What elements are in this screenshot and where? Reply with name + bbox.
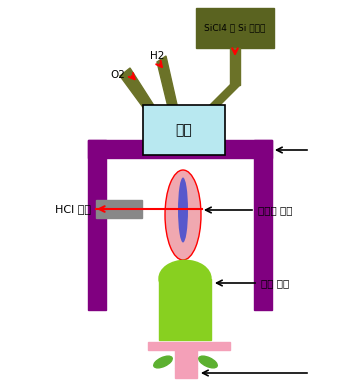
Ellipse shape [199, 356, 217, 368]
Text: SiCl4 및 Si 화합물: SiCl4 및 Si 화합물 [204, 24, 266, 33]
Text: 산수소 화염: 산수소 화염 [258, 205, 292, 215]
Bar [88, 140, 272, 158]
Polygon shape [157, 56, 185, 140]
Bar [96, 200, 142, 218]
Text: 버너: 버너 [176, 123, 192, 137]
Bar [175, 368, 197, 378]
Ellipse shape [165, 170, 201, 260]
Bar [196, 8, 274, 48]
Text: HCl 가스: HCl 가스 [55, 204, 91, 214]
Ellipse shape [154, 356, 172, 368]
Text: 석영 잉곳: 석영 잉곳 [261, 278, 289, 288]
Polygon shape [175, 85, 240, 140]
Bar [88, 140, 106, 310]
Bar [254, 140, 272, 310]
Bar [159, 279, 211, 340]
Bar [143, 105, 225, 155]
Ellipse shape [178, 177, 188, 242]
Ellipse shape [159, 260, 211, 297]
Polygon shape [120, 68, 176, 140]
Text: H2: H2 [150, 51, 164, 61]
Bar [148, 342, 230, 350]
Bar [230, 48, 240, 85]
Bar [175, 350, 197, 368]
Text: O2: O2 [110, 70, 125, 80]
